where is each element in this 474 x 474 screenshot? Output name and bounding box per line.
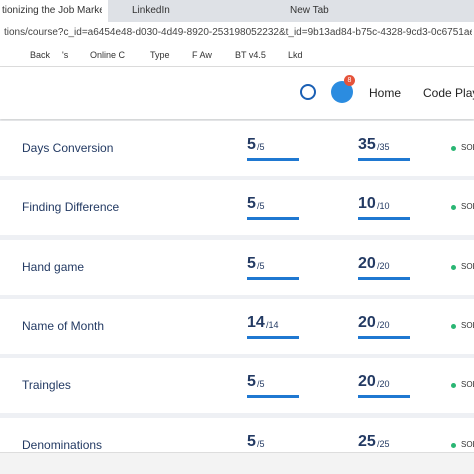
taskbar (0, 452, 474, 474)
row-card[interactable] (0, 298, 474, 354)
problem-name[interactable]: Days Conversion (22, 141, 114, 155)
nav-link[interactable]: Home (369, 86, 402, 100)
problem-name[interactable]: Traingles (22, 378, 71, 393)
bookmark[interactable]: 's (62, 50, 69, 60)
score-bar (247, 158, 299, 161)
score-total: /5 (257, 142, 265, 152)
status-dot (451, 442, 456, 448)
score-total: /14 (266, 319, 279, 330)
nav-link[interactable]: Code Play (423, 86, 474, 100)
score-total: /20 (377, 260, 390, 271)
score-bar (358, 217, 410, 221)
address-text[interactable]: tions/course?c_id=a6454e48-d030-4d49-892… (4, 27, 472, 38)
bookmark[interactable]: Back (30, 50, 51, 60)
status-dot (451, 205, 456, 211)
status-text: SOL (461, 143, 474, 152)
tab-title[interactable]: tionizing the Job Market | (2, 5, 102, 16)
bookmark[interactable]: Lkd (288, 50, 303, 60)
score-bar (247, 395, 299, 399)
row-card[interactable] (0, 358, 474, 414)
status-text: SOL (461, 380, 474, 390)
score-bar (247, 217, 299, 221)
status-text: SOL (461, 439, 474, 449)
row-card[interactable] (0, 121, 474, 176)
score-total: /20 (377, 379, 390, 390)
score-value: 5 (247, 136, 256, 153)
score-bar (247, 276, 299, 280)
score-bar (358, 276, 410, 280)
active-tab[interactable] (0, 0, 108, 22)
score-value: 5 (247, 373, 256, 391)
score-total: /5 (257, 260, 265, 271)
score-value: 20 (358, 373, 376, 391)
status-dot (451, 146, 456, 151)
score-total: /25 (377, 438, 390, 449)
notification-badge: 8 (344, 75, 355, 86)
bookmark[interactable]: BT v4.5 (235, 50, 266, 60)
row-card[interactable] (0, 239, 474, 295)
score-value: 5 (247, 195, 256, 213)
site-header (0, 67, 474, 119)
tab-strip (0, 0, 474, 22)
score-total: /5 (257, 201, 265, 212)
score-bar (358, 335, 410, 339)
timer-icon[interactable] (300, 84, 316, 100)
bookmark[interactable]: F Aw (192, 50, 212, 60)
row-card[interactable] (0, 180, 474, 236)
score-total: /5 (257, 438, 265, 449)
status-text: SOL (461, 202, 474, 212)
problem-name[interactable]: Denominations (22, 437, 103, 452)
chat-icon[interactable] (331, 81, 353, 103)
bookmark[interactable]: Online C (90, 50, 126, 60)
tab-title[interactable]: LinkedIn (132, 5, 170, 16)
score-bar (358, 395, 410, 399)
status-dot (451, 323, 456, 329)
score-bar (247, 335, 299, 339)
problem-name[interactable]: Hand game (22, 259, 85, 274)
problem-name[interactable]: Name of Month (22, 318, 105, 333)
status-text: SOL (461, 320, 474, 330)
score-total: /20 (377, 319, 390, 330)
bookmarks-bar (0, 44, 474, 67)
bookmark[interactable]: Type (150, 50, 170, 60)
score-value: 20 (358, 254, 376, 272)
score-value: 25 (358, 432, 376, 450)
score-value: 5 (247, 432, 256, 450)
score-value: 5 (247, 254, 256, 272)
score-value: 20 (358, 313, 376, 331)
status-dot (451, 383, 456, 389)
score-value: 14 (247, 313, 265, 331)
tab-title[interactable]: New Tab (290, 5, 329, 16)
score-bar (358, 158, 410, 161)
score-value: 35 (358, 136, 376, 153)
score-total: /10 (377, 201, 390, 212)
score-total: /5 (257, 379, 265, 390)
status-text: SOL (461, 261, 474, 271)
status-dot (451, 264, 456, 270)
score-total: /35 (377, 142, 390, 152)
problem-name[interactable]: Finding Difference (22, 200, 120, 215)
score-value: 10 (358, 195, 376, 213)
